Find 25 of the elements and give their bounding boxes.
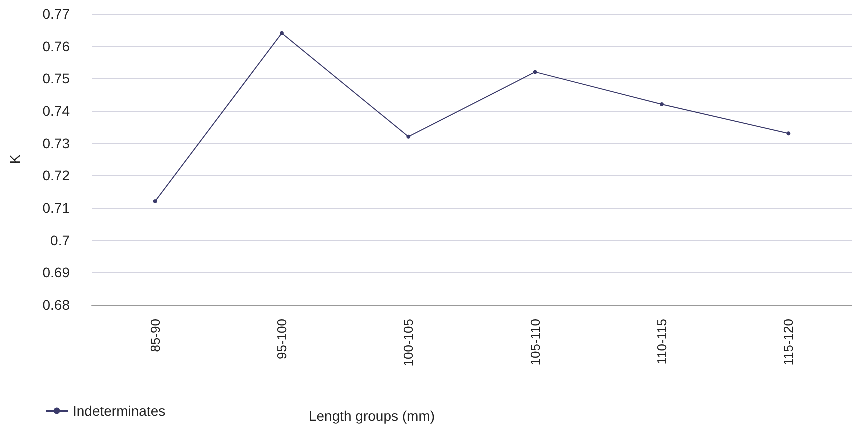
- y-tick-label: 0.71: [42, 200, 70, 216]
- point: [406, 134, 411, 139]
- x-axis-title: Length groups (mm): [308, 408, 436, 424]
- y-tick-label: 0.76: [42, 38, 70, 54]
- y-tick-label: 0.72: [42, 168, 70, 184]
- x-tick-label: 100-105: [401, 319, 416, 367]
- x-tick-label: 105-110: [528, 319, 543, 366]
- point: [280, 31, 284, 36]
- point: [533, 70, 538, 74]
- y-tick-label: 0.73: [42, 135, 70, 152]
- point: [786, 132, 791, 136]
- x-tick-label: 95-100: [274, 319, 290, 360]
- y-axis-title: K: [7, 154, 23, 164]
- point: [660, 102, 664, 107]
- x-tick-label: 115-120: [781, 319, 796, 366]
- y-tick-label: 0.77: [42, 6, 70, 22]
- y-tick-label: 0.7: [50, 232, 70, 248]
- x-tick-label: 110-115: [654, 319, 670, 365]
- y-tick-label: 0.69: [42, 264, 70, 281]
- y-tick-label: 0.68: [42, 297, 70, 313]
- y-tick-label: 0.74: [42, 103, 70, 119]
- point: [153, 200, 158, 204]
- x-tick-label: 85-90: [148, 319, 163, 352]
- y-tick-label: 0.75: [42, 70, 70, 87]
- legend-label: Indeterminates: [73, 403, 166, 419]
